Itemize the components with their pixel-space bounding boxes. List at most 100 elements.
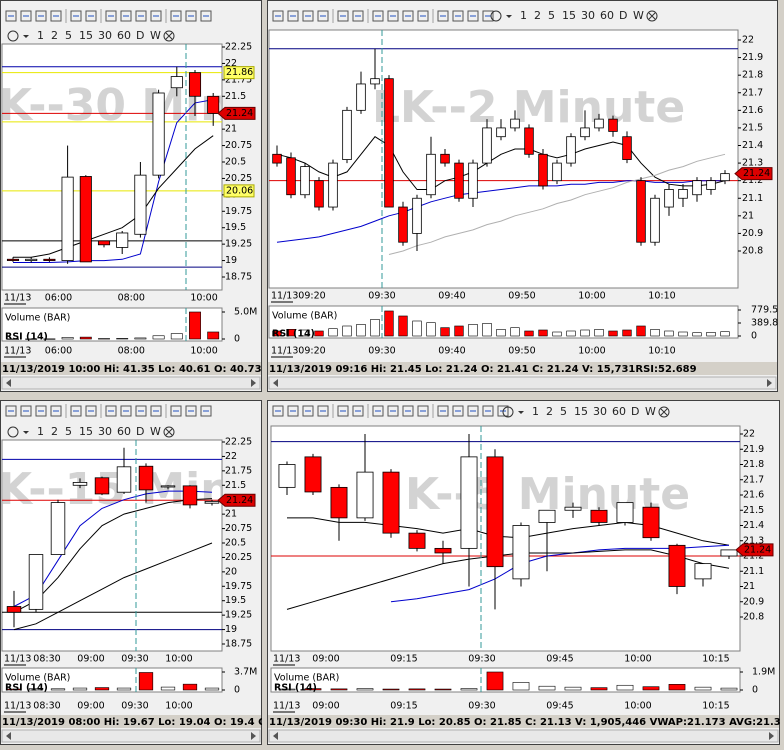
toolbar-button[interactable] — [70, 405, 82, 417]
clock-icon[interactable] — [502, 406, 514, 418]
scrollbar[interactable] — [1, 376, 261, 390]
period-button[interactable]: 30 — [581, 9, 595, 22]
period-button[interactable]: 2 — [546, 405, 553, 418]
scrollbar[interactable] — [268, 376, 777, 390]
period-button[interactable]: W — [150, 425, 161, 438]
y-tick-label: 21.75 — [225, 465, 252, 476]
period-button[interactable]: 2 — [51, 29, 58, 42]
close-button[interactable] — [163, 426, 175, 438]
toolbar-button[interactable] — [417, 405, 429, 417]
toolbar-button[interactable] — [402, 405, 414, 417]
period-button[interactable]: 2 — [534, 9, 541, 22]
period-button[interactable]: 2 — [51, 425, 58, 438]
toolbar-button[interactable] — [105, 10, 117, 22]
period-button[interactable]: 5 — [65, 29, 72, 42]
toolbar-button[interactable] — [467, 10, 479, 22]
toolbar-button[interactable] — [20, 405, 32, 417]
close-button[interactable] — [658, 406, 670, 418]
toolbar-button[interactable] — [372, 10, 384, 22]
clock-icon[interactable] — [7, 426, 19, 438]
toolbar-button[interactable] — [352, 10, 364, 22]
toolbar-button[interactable] — [482, 10, 494, 22]
period-button[interactable]: 30 — [593, 405, 607, 418]
period-button[interactable]: 1 — [37, 425, 44, 438]
toolbar-button[interactable] — [135, 10, 147, 22]
toolbar-button[interactable] — [105, 405, 117, 417]
toolbar-button[interactable] — [302, 405, 314, 417]
toolbar-button[interactable] — [185, 405, 197, 417]
period-button[interactable]: 1 — [37, 29, 44, 42]
toolbar-button[interactable] — [50, 405, 62, 417]
period-button[interactable]: 60 — [612, 405, 626, 418]
period-button[interactable]: 15 — [79, 29, 93, 42]
toolbar-button[interactable] — [467, 405, 479, 417]
toolbar-button[interactable] — [482, 405, 494, 417]
period-button[interactable]: 30 — [98, 425, 112, 438]
period-button[interactable]: 60 — [117, 29, 131, 42]
period-button[interactable]: 60 — [600, 9, 614, 22]
toolbar-button[interactable] — [20, 10, 32, 22]
period-button[interactable]: 15 — [574, 405, 588, 418]
period-button[interactable]: W — [645, 405, 656, 418]
toolbar-button[interactable] — [287, 10, 299, 22]
period-button[interactable]: D — [136, 29, 144, 42]
toolbar-button[interactable] — [120, 10, 132, 22]
toolbar-button[interactable] — [352, 405, 364, 417]
toolbar-button[interactable] — [200, 405, 212, 417]
toolbar-button[interactable] — [302, 10, 314, 22]
toolbar-button[interactable] — [317, 405, 329, 417]
close-button[interactable] — [163, 30, 175, 42]
scrollbar[interactable] — [268, 729, 779, 743]
toolbar-button[interactable] — [272, 405, 284, 417]
period-button[interactable]: 1 — [532, 405, 539, 418]
toolbar-button[interactable] — [170, 10, 182, 22]
period-button[interactable]: 5 — [560, 405, 567, 418]
period-button[interactable]: 60 — [117, 425, 131, 438]
period-button[interactable]: 15 — [562, 9, 576, 22]
period-button[interactable]: W — [150, 29, 161, 42]
candle-body — [204, 501, 220, 504]
close-button[interactable] — [646, 10, 658, 22]
toolbar-button[interactable] — [70, 10, 82, 22]
toolbar-button[interactable] — [437, 405, 449, 417]
period-button[interactable]: 1 — [520, 9, 527, 22]
toolbar-button[interactable] — [50, 10, 62, 22]
period-button[interactable]: 5 — [548, 9, 555, 22]
period-button[interactable]: W — [633, 9, 644, 22]
clock-icon[interactable] — [490, 10, 502, 22]
period-button[interactable]: D — [619, 9, 627, 22]
toolbar-button[interactable] — [402, 10, 414, 22]
toolbar-button[interactable] — [287, 405, 299, 417]
toolbar-button[interactable] — [85, 405, 97, 417]
toolbar-button[interactable] — [372, 405, 384, 417]
toolbar-button[interactable] — [200, 10, 212, 22]
toolbar-button[interactable] — [5, 10, 17, 22]
toolbar-button[interactable] — [150, 405, 162, 417]
scrollbar[interactable] — [1, 729, 261, 743]
period-button[interactable]: 5 — [65, 425, 72, 438]
toolbar-button[interactable] — [5, 405, 17, 417]
toolbar-button[interactable] — [387, 10, 399, 22]
toolbar-button[interactable] — [170, 405, 182, 417]
toolbar-button[interactable] — [437, 10, 449, 22]
toolbar-button[interactable] — [85, 10, 97, 22]
period-button[interactable]: 15 — [79, 425, 93, 438]
toolbar-button[interactable] — [135, 405, 147, 417]
toolbar-button[interactable] — [452, 10, 464, 22]
toolbar-button[interactable] — [185, 10, 197, 22]
toolbar-button[interactable] — [337, 10, 349, 22]
period-button[interactable]: 30 — [98, 29, 112, 42]
toolbar-button[interactable] — [272, 10, 284, 22]
clock-icon[interactable] — [7, 30, 19, 42]
toolbar-button[interactable] — [417, 10, 429, 22]
toolbar-button[interactable] — [120, 405, 132, 417]
toolbar-button[interactable] — [35, 10, 47, 22]
toolbar-button[interactable] — [337, 405, 349, 417]
period-button[interactable]: D — [631, 405, 639, 418]
toolbar-button[interactable] — [452, 405, 464, 417]
period-button[interactable]: D — [136, 425, 144, 438]
toolbar-button[interactable] — [317, 10, 329, 22]
toolbar-button[interactable] — [387, 405, 399, 417]
toolbar-button[interactable] — [150, 10, 162, 22]
toolbar-button[interactable] — [35, 405, 47, 417]
